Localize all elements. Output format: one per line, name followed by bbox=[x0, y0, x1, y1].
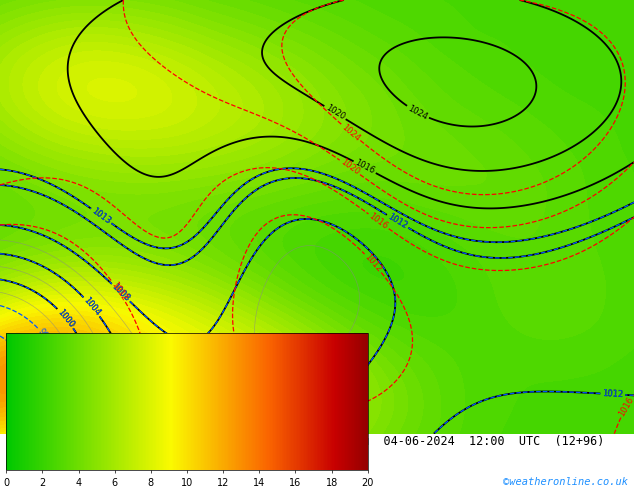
Text: 1008: 1008 bbox=[110, 282, 132, 303]
Text: 1012: 1012 bbox=[109, 280, 128, 303]
Text: ©weatheronline.co.uk: ©weatheronline.co.uk bbox=[503, 477, 628, 487]
Text: 1004: 1004 bbox=[82, 295, 102, 318]
Text: 1013: 1013 bbox=[90, 206, 112, 226]
Text: Surface pressure  Spread  mean+σ  [hPa]  ECMWF: Surface pressure Spread mean+σ [hPa] ECM… bbox=[6, 435, 334, 448]
Text: 1012: 1012 bbox=[386, 212, 409, 231]
Text: 1016: 1016 bbox=[367, 212, 390, 231]
Text: 1020: 1020 bbox=[324, 103, 346, 122]
Text: 1024: 1024 bbox=[340, 122, 361, 143]
Text: 1024: 1024 bbox=[406, 103, 429, 122]
Text: Tu  04-06-2024  12:00  UTC  (12+96): Tu 04-06-2024 12:00 UTC (12+96) bbox=[355, 435, 604, 448]
Text: 1000: 1000 bbox=[56, 307, 76, 329]
Text: 996: 996 bbox=[36, 327, 53, 345]
Text: 1004: 1004 bbox=[82, 295, 102, 318]
Text: 1012: 1012 bbox=[363, 252, 384, 274]
Text: 1016: 1016 bbox=[353, 158, 376, 176]
Text: 1008: 1008 bbox=[110, 282, 132, 303]
Text: 1012: 1012 bbox=[386, 212, 409, 231]
Text: 1016: 1016 bbox=[618, 395, 634, 418]
Text: 1000: 1000 bbox=[56, 307, 76, 329]
Text: 1012: 1012 bbox=[602, 389, 623, 399]
Text: 1013: 1013 bbox=[90, 206, 112, 226]
Text: 992: 992 bbox=[18, 416, 32, 434]
Text: 1012: 1012 bbox=[602, 389, 623, 399]
Text: 1020: 1020 bbox=[339, 158, 361, 177]
